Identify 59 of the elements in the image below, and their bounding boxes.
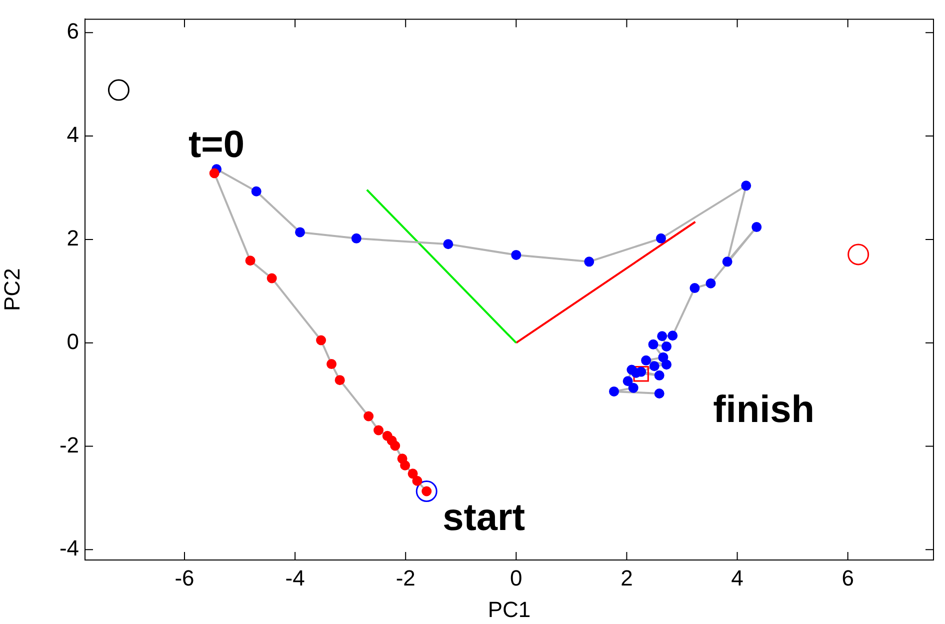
- y-tick-label: 6: [66, 18, 79, 44]
- point: [648, 339, 658, 350]
- point: [334, 375, 345, 386]
- y-tick-label: -4: [59, 536, 79, 561]
- point: [364, 411, 374, 422]
- point: [408, 468, 418, 479]
- annotation: finish: [713, 388, 814, 431]
- x-tick-label: 4: [731, 565, 744, 590]
- point: [654, 370, 664, 380]
- x-tick-label: 2: [620, 565, 633, 590]
- point: [752, 222, 762, 232]
- point: [374, 425, 384, 436]
- point: [609, 386, 619, 396]
- point: [657, 331, 668, 342]
- x-axis-title: PC1: [488, 596, 531, 622]
- y-tick-label: 0: [66, 328, 79, 354]
- y-axis-title: PC2: [0, 268, 24, 311]
- point: [511, 250, 522, 260]
- point: [351, 233, 362, 244]
- point: [654, 388, 664, 399]
- point: [848, 244, 870, 266]
- y-tick-label: 2: [66, 226, 79, 251]
- point: [584, 256, 594, 267]
- point: [662, 360, 672, 370]
- point: [326, 359, 337, 370]
- point: [245, 256, 256, 266]
- x-tick-label: -2: [396, 565, 416, 590]
- y-tick-label: 4: [66, 122, 79, 148]
- point: [741, 180, 752, 191]
- point: [662, 341, 672, 352]
- point: [266, 273, 277, 284]
- point: [316, 335, 326, 346]
- point: [668, 330, 678, 341]
- point: [108, 79, 130, 101]
- point: [706, 278, 716, 288]
- point: [295, 227, 306, 238]
- point: [628, 382, 638, 393]
- point: [251, 186, 262, 196]
- point: [641, 355, 652, 366]
- point: [416, 480, 438, 502]
- x-tick-label: 6: [842, 565, 854, 590]
- point: [722, 256, 732, 267]
- x-tick-label: -4: [285, 565, 305, 590]
- point: [209, 168, 220, 178]
- annotation: start: [442, 496, 526, 539]
- x-tick-label: 0: [510, 565, 522, 590]
- point: [400, 460, 410, 470]
- point: [390, 440, 400, 451]
- y-tick-label: -2: [59, 432, 79, 458]
- annotation: t=0: [188, 124, 245, 166]
- point: [443, 239, 454, 250]
- point: [656, 233, 666, 244]
- point: [412, 476, 422, 486]
- point: [633, 366, 649, 382]
- point: [690, 283, 700, 294]
- point: [622, 376, 633, 386]
- point: [626, 364, 637, 375]
- x-tick-label: -6: [174, 565, 194, 590]
- point: [649, 361, 660, 372]
